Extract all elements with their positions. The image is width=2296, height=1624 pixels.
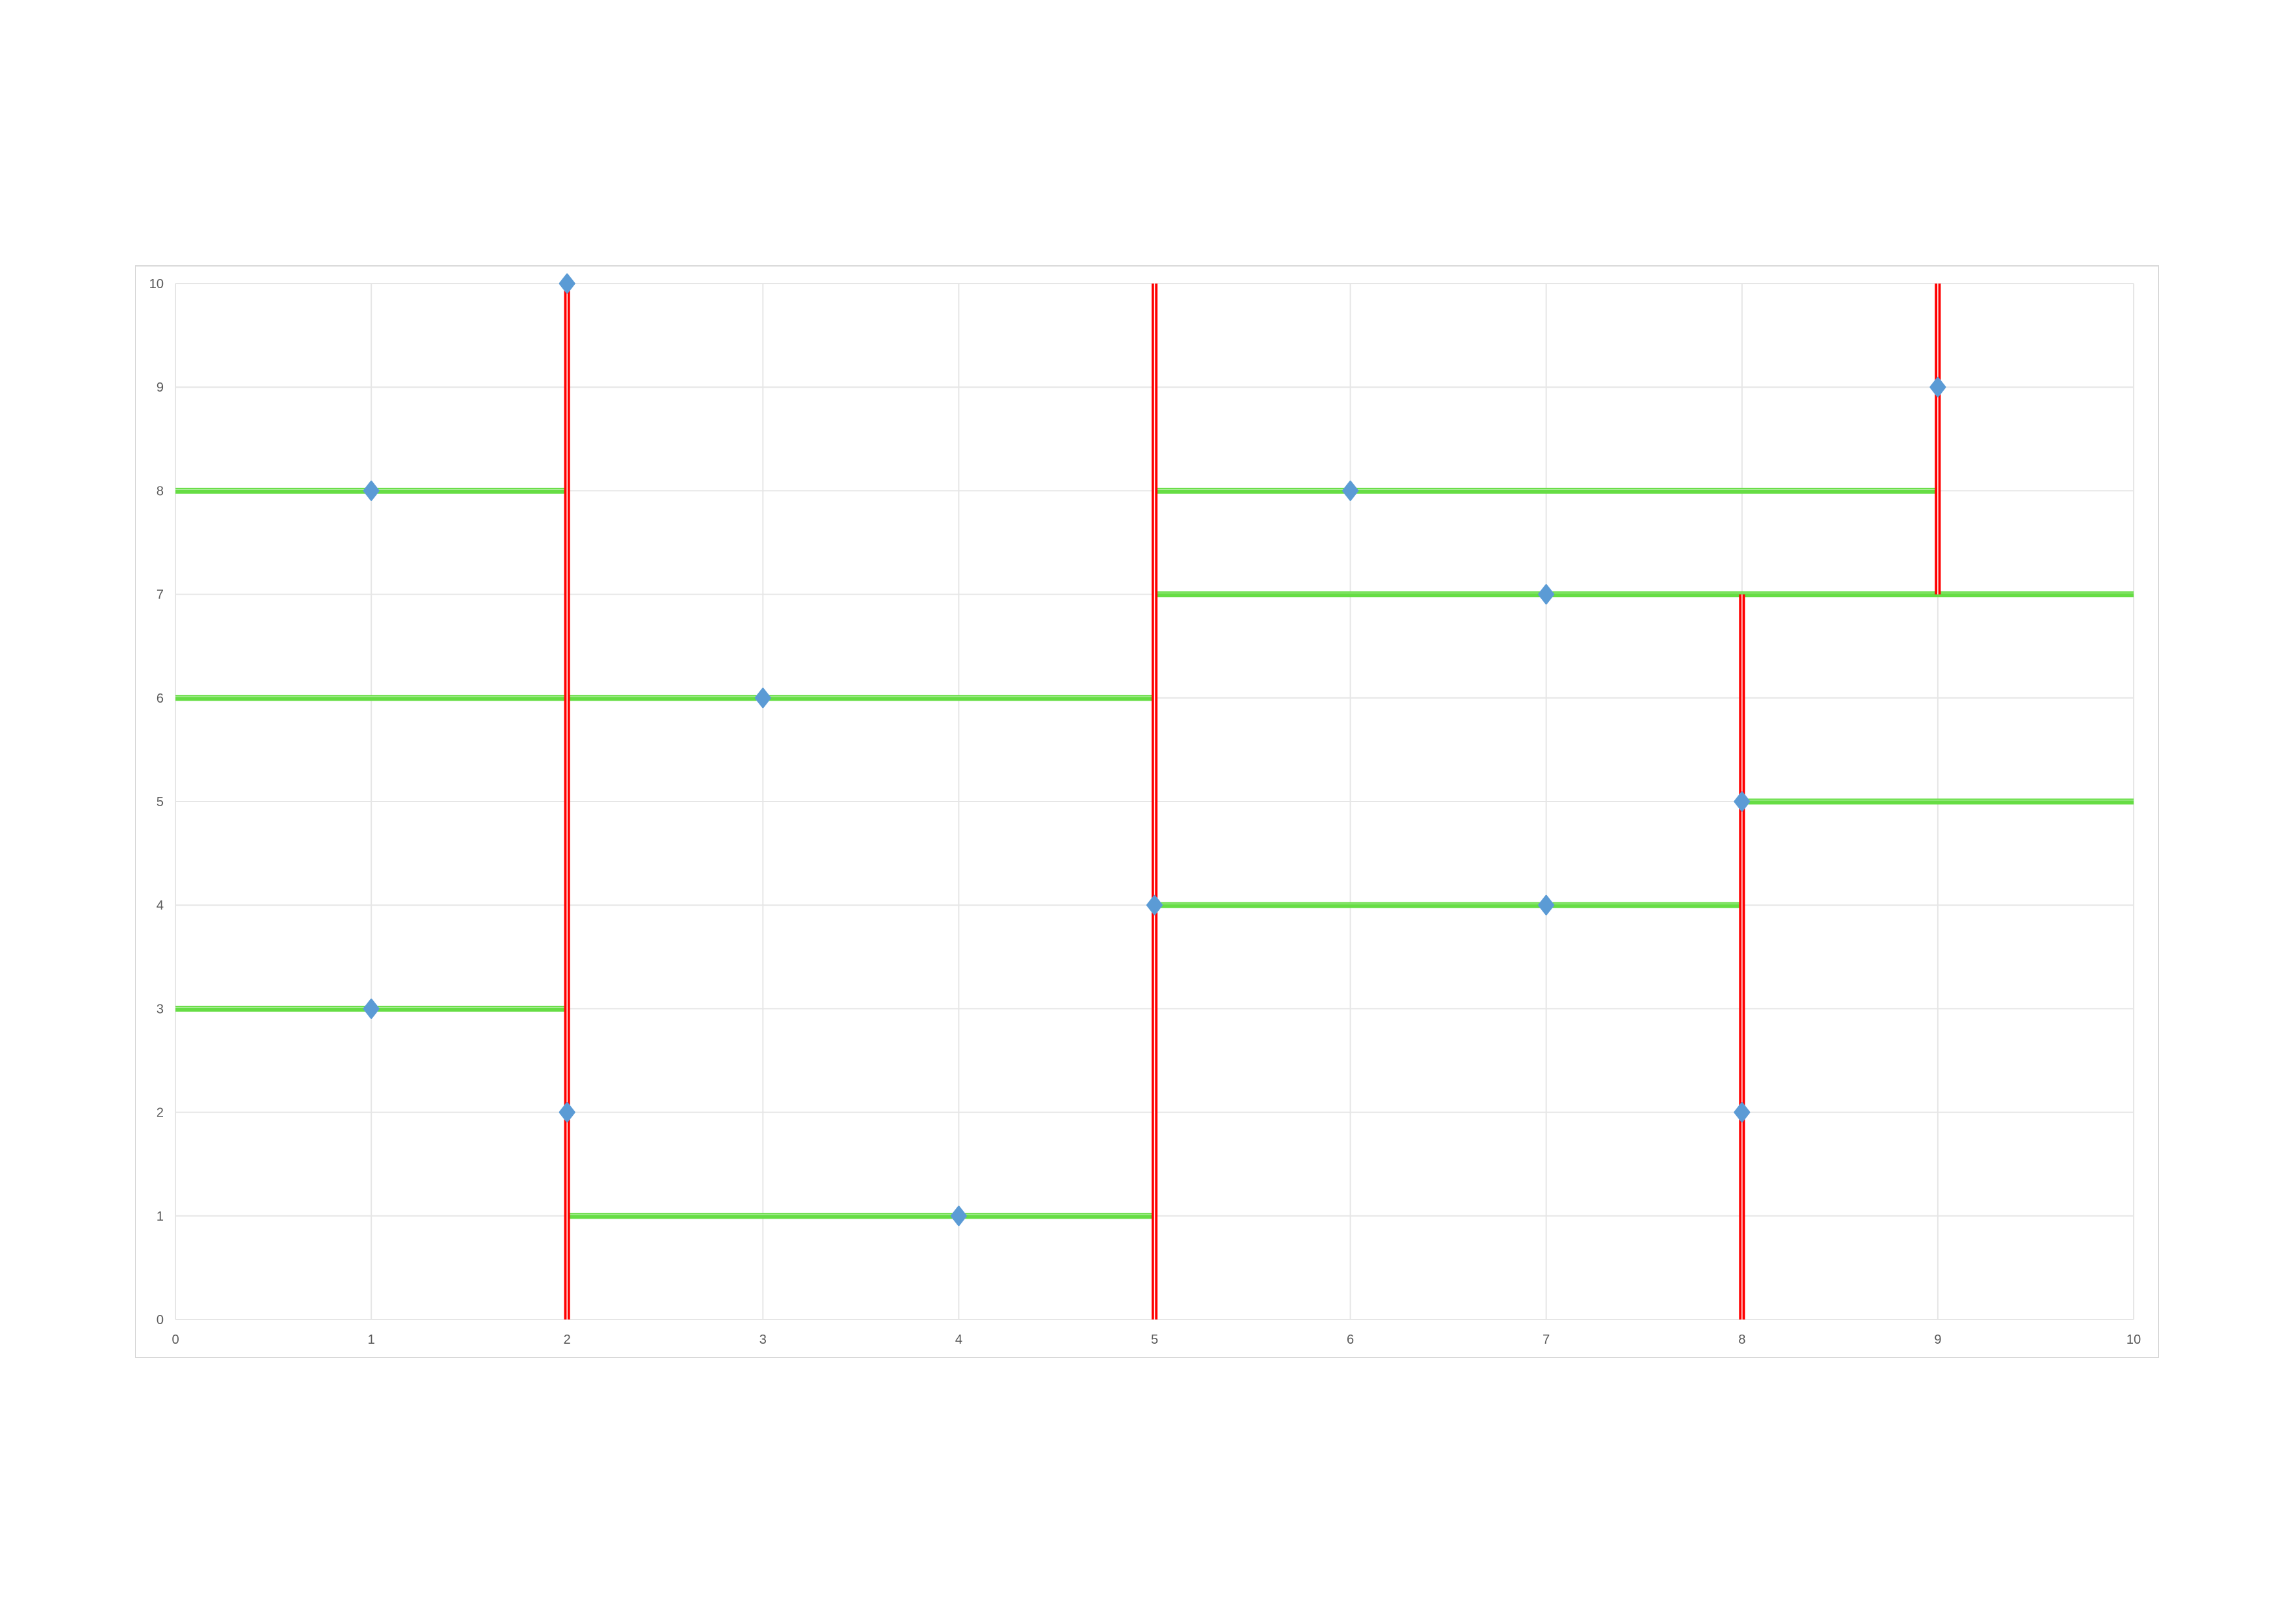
data-point bbox=[1538, 895, 1555, 915]
data-point bbox=[363, 480, 380, 501]
y-tick-label: 10 bbox=[149, 277, 164, 291]
y-tick-label: 2 bbox=[156, 1106, 164, 1120]
x-axis-ticks: 0 1 2 3 4 5 6 7 8 9 10 bbox=[172, 1333, 2141, 1347]
y-axis-ticks: 0 1 2 3 4 5 6 7 8 9 10 bbox=[149, 277, 164, 1327]
x-tick-label: 9 bbox=[1934, 1333, 1941, 1347]
chart-border bbox=[135, 265, 2159, 1358]
data-point bbox=[1734, 791, 1751, 812]
y-tick-label: 4 bbox=[156, 898, 164, 913]
data-point bbox=[363, 998, 380, 1019]
x-tick-label: 3 bbox=[759, 1333, 767, 1347]
x-tick-label: 8 bbox=[1738, 1333, 1745, 1347]
y-tick-label: 3 bbox=[156, 1002, 164, 1016]
data-point bbox=[1538, 584, 1555, 605]
x-tick-label: 4 bbox=[955, 1333, 962, 1347]
y-tick-label: 7 bbox=[156, 588, 164, 602]
y-tick-label: 0 bbox=[156, 1313, 164, 1327]
x-tick-label: 2 bbox=[564, 1333, 571, 1347]
y-tick-label: 6 bbox=[156, 692, 164, 706]
data-point bbox=[1734, 1102, 1751, 1123]
horizontal-split-lines bbox=[175, 487, 2134, 1219]
y-tick-label: 1 bbox=[156, 1209, 164, 1224]
data-point bbox=[950, 1206, 967, 1227]
x-tick-label: 1 bbox=[368, 1333, 375, 1347]
data-point bbox=[558, 1102, 575, 1123]
data-point bbox=[754, 688, 771, 709]
data-points bbox=[363, 273, 1946, 1227]
x-tick-label: 7 bbox=[1542, 1333, 1550, 1347]
data-point bbox=[1929, 377, 1946, 397]
y-tick-label: 8 bbox=[156, 484, 164, 498]
data-point bbox=[558, 273, 575, 294]
y-tick-label: 9 bbox=[156, 380, 164, 395]
x-tick-label: 0 bbox=[172, 1333, 179, 1347]
data-point bbox=[1342, 480, 1359, 501]
x-tick-label: 5 bbox=[1151, 1333, 1158, 1347]
x-tick-label: 10 bbox=[2126, 1333, 2141, 1347]
data-point bbox=[1146, 895, 1163, 915]
y-tick-label: 5 bbox=[156, 795, 164, 809]
x-tick-label: 6 bbox=[1347, 1333, 1354, 1347]
vertical-split-lines bbox=[564, 284, 1941, 1320]
